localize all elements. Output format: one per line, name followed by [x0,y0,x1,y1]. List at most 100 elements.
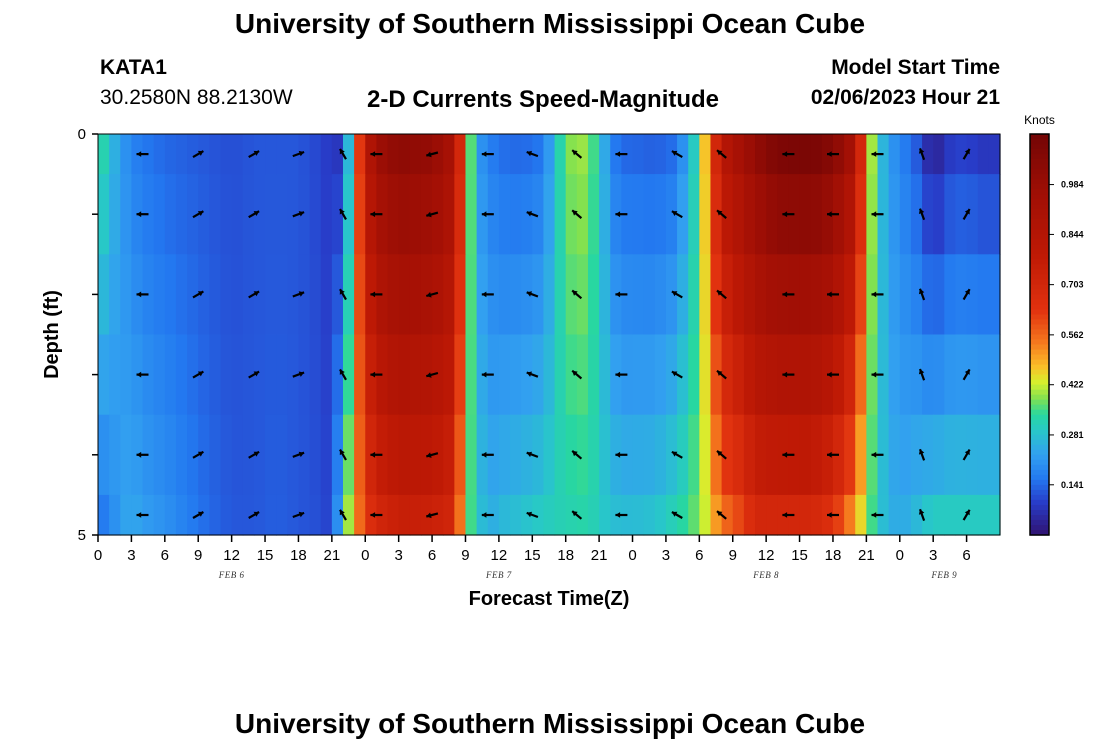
heatmap-cell [298,134,311,175]
heatmap-cell [231,414,244,496]
current-arrow [248,370,260,379]
heatmap-cell [654,134,667,175]
heatmap-cell [721,134,734,175]
arrow-head [918,288,925,295]
heatmap-cell [810,414,823,496]
heatmap-cell [187,254,199,336]
arrow-head [827,512,832,518]
heatmap-cell [175,334,188,416]
y-axis-label: Depth (ft) [41,290,63,379]
station-id: KATA1 [100,56,167,79]
heatmap-cell [755,334,767,416]
current-arrow [248,511,260,519]
arrow-head [871,291,877,298]
current-arrow [426,211,439,218]
colorbar-segment [1030,384,1049,391]
colorbar-segment [1030,184,1049,190]
current-arrow [962,449,971,461]
current-arrow [918,368,926,381]
heatmap-cell [910,134,923,175]
colorbar-segment [1030,354,1049,361]
heatmap-cell [498,254,511,336]
colorbar-segment [1030,299,1049,306]
heatmap-cell [710,254,723,336]
x-tick-label: 6 [161,547,169,564]
heatmap-cell [153,414,166,496]
colorbar-segment [1030,304,1049,311]
heatmap-cell [398,414,411,496]
x-tick-label: 15 [791,547,808,564]
heatmap-cell [164,174,177,255]
heatmap-cell [265,254,277,336]
heatmap-cell [153,334,166,416]
heatmap-cell [933,334,945,416]
arrow-head [339,289,345,295]
heatmap-cell [220,494,233,536]
heatmap-cell [888,414,901,496]
heatmap-cell [187,334,199,416]
colorbar: 0.141 0.281 0.422 0.562 0.703 0.844 0.984 Knots [1024,113,1084,536]
colorbar-segment [1030,409,1049,416]
current-arrow [192,210,204,219]
model-start-label: Model Start Time [831,56,1000,79]
heatmap-cell [665,494,678,536]
heatmap-cell [799,334,812,416]
heatmap-cell [955,414,968,496]
heatmap-cell [320,134,333,175]
arrow-head [339,449,345,456]
heatmap-cell [710,494,723,536]
colorbar-segment [1030,454,1049,461]
arrow-head [298,291,305,297]
heatmap-cell [855,134,867,175]
heatmap-cell [977,494,990,536]
arrow-head [197,150,204,156]
chart-title: University of Southern Mississippi Ocean… [234,8,866,39]
arrow-head [370,291,376,298]
current-arrow [827,512,839,518]
heatmap-cell [187,174,199,255]
current-arrow [481,291,494,298]
colorbar-segment [1030,264,1049,270]
arrow-head [615,291,621,298]
arrow-head [827,291,832,298]
current-arrow [426,151,439,158]
heatmap-cell [409,494,422,536]
heatmap-cell [454,414,467,496]
current-arrow [716,369,727,380]
arrow-head [572,370,578,376]
heatmap-cell [164,254,177,336]
heatmap-cell [287,254,300,336]
colorbar-segment [1030,364,1049,371]
heatmap-cell [465,414,478,496]
arrow-head [964,509,970,516]
arrow-head [572,210,578,216]
current-arrow [962,368,971,381]
heatmap-cell [309,414,322,496]
heatmap-cell [910,494,923,536]
heatmap-cell [944,174,957,255]
arrow-head [370,512,376,518]
arrow-head [136,371,142,378]
heatmap-cell [153,254,166,336]
arrow-head [871,512,877,518]
heatmap-cell [899,174,912,255]
arrow-head [572,290,578,296]
heatmap-cell [565,174,578,255]
heatmap-cell [665,334,678,416]
arrow-head [827,371,832,378]
x-axis-label: Forecast Time(Z) [469,588,630,610]
colorbar-segment [1030,424,1049,431]
heatmap-cell [342,254,355,336]
arrow-head [298,451,305,458]
current-arrow [526,291,539,298]
heatmap-cell [799,134,812,175]
station-coordinates: 30.2580N 88.2130W [100,86,293,109]
heatmap-cell [521,414,533,496]
heatmap-cell [242,414,255,496]
colorbar-segment [1030,319,1049,326]
heatmap-cell [944,254,957,336]
heatmap-cell [699,494,712,536]
arrow-head [253,451,260,457]
heatmap-cell [599,334,611,416]
arrow-head [615,371,621,378]
